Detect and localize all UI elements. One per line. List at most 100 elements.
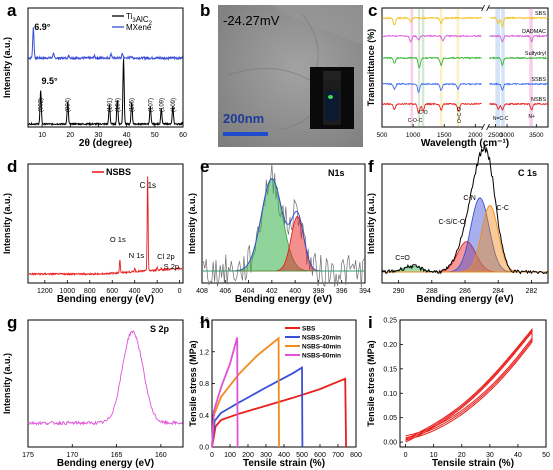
series-line-ssbs-high [489, 82, 549, 91]
y-tick-label: 0.25 [383, 318, 397, 325]
tensile-chart: 0 100 200 300 400 500 600 700 800 0.0 0.4 0.8 1.2 1.6… [188, 318, 362, 470]
x-axis-label: 2θ (degree) [79, 138, 132, 149]
x-tick-label: 300 [260, 452, 272, 459]
panel-label-b: b [200, 1, 211, 20]
x-tick-label: 0 [178, 288, 182, 295]
panel-c-ftir: c 500 1000 1500 2000 2500 3000 3500 Wavelength … [366, 0, 553, 150]
x-tick-label: 200 [151, 288, 163, 295]
legend-label-mxene: MXene [126, 23, 152, 32]
xrd-chart: 10 20 30 40 50 60 2θ (degree) Intensity (a.u.) T… [2, 7, 187, 149]
panel-label-g: g [7, 313, 18, 332]
series-line-mxene [28, 27, 183, 61]
x-tick-label: 3000 [500, 132, 515, 139]
plot-frame [381, 7, 549, 128]
panel-e-n1s: e 408 406 404 402 400 398 396 394 Bending energy… [187, 156, 371, 306]
panel-label-f: f [368, 157, 374, 176]
panel-g-s2p: g 175 170 165 160 Bending energy (eV) Intensi… [0, 312, 190, 470]
y-tick-label: 0.8 [199, 381, 209, 388]
series-line-nsbs-40min [211, 336, 280, 448]
series-line-s2p [27, 330, 183, 426]
x-axis-label: Tensile strain (%) [243, 458, 325, 469]
x-tick-label: 1200 [37, 288, 53, 295]
x-tick-label: 50 [542, 452, 550, 459]
x-tick-label: 500 [296, 452, 308, 459]
series-label-dadmac: DADMAC [522, 29, 546, 35]
series-line-nsbs-high [489, 102, 549, 111]
y-axis-label: Intensity (a.u.) [187, 193, 197, 254]
series-fill-c-c [382, 205, 548, 273]
y-tick-label: 0.15 [383, 366, 397, 373]
series-label-ssbs: SSBS [531, 77, 546, 83]
x-tick-label: 600 [314, 452, 326, 459]
axis-break-gap-top [482, 6, 489, 10]
xps-survey-chart: 1200 1000 800 600 400 200 0 Bending energy (eV)… [2, 163, 184, 305]
plot-frame [27, 7, 184, 128]
peak-index-label: (002) [39, 98, 45, 112]
scale-bar [223, 132, 268, 136]
x-tick-label: 800 [84, 288, 96, 295]
series-line-nsbs-20min [211, 365, 304, 448]
y-tick-label: 1.2 [199, 349, 209, 356]
x-tick-label: 398 [313, 288, 325, 295]
annotation-co: C=O [395, 255, 410, 262]
chart-title-s2p: S 2p [150, 324, 170, 334]
peak-index-label: (105) [130, 98, 136, 112]
panel-label-i: i [368, 313, 373, 332]
y-axis-label: Transmittance (%) [366, 29, 376, 107]
series-line-sulfydryl-low [381, 56, 482, 69]
x-tick-label: 50 [151, 132, 159, 139]
x-tick-label: 394 [359, 288, 371, 295]
annotation-co: C-O [418, 110, 427, 116]
series-line-sbs-low [381, 16, 482, 26]
panel-i-cycle: i 0 10 20 30 40 50 0.00 0.05 0.10 0.15 0.20 0.25 Ten… [366, 312, 553, 470]
legend-label-nsbs-60min: NSBS-60min [302, 353, 341, 360]
x-tick-label: 402 [266, 288, 278, 295]
panel-label-a: a [7, 1, 17, 20]
x-axis-label: Bending energy (eV) [57, 294, 154, 305]
annotation-nplus: N+ [528, 114, 535, 120]
y-axis-label: Tensile stress (MPa) [366, 340, 376, 426]
x-tick-label: 286 [459, 288, 471, 295]
series-line-cycle [405, 329, 533, 442]
series-line-nsbs [28, 176, 183, 277]
series-line-nsbs-60min [211, 337, 239, 448]
x-tick-label: 400 [289, 288, 301, 295]
series-line-sbs-high [489, 16, 549, 28]
y-tick-label: 0.00 [383, 440, 397, 447]
series-label-nsbs: NSBS [531, 97, 546, 103]
legend-label-nsbs-20min: NSBS-20min [302, 335, 341, 342]
y-tick-label: 0.4 [199, 413, 209, 420]
x-tick-label: 404 [243, 288, 255, 295]
x-tick-label: 0 [404, 452, 408, 459]
y-axis-label: Intensity (a.u.) [2, 37, 12, 98]
series-line-cycle [405, 327, 533, 440]
axis-break-mark [486, 123, 490, 131]
x-tick-label: 40 [123, 132, 131, 139]
x-tick-label: 406 [219, 288, 231, 295]
x-tick-label: 282 [526, 288, 538, 295]
vial-photo [310, 67, 354, 129]
panel-f-c1s: f 290 288 286 284 282 Bending energy (eV) Inte… [366, 143, 553, 306]
x-axis-label: Bending energy (eV) [57, 458, 154, 469]
x-tick-label: 800 [350, 452, 362, 459]
annotation-cc: C-C [497, 205, 509, 212]
legend-label-nsbs: NSBS [106, 167, 131, 177]
series-line-sulfydryl-high [489, 56, 549, 67]
panel-a-xrd: a 10 20 30 40 50 60 2θ (degree) Intensity (a.u.… [0, 0, 190, 150]
series-fill-component-402 [202, 178, 365, 272]
panel-h-tensile: h 0 100 200 300 400 500 600 700 800 0.0 0.4 0.8 1.2 1… [188, 312, 370, 470]
panel-label-c: c [368, 1, 378, 20]
x-tick-label: 0 [210, 452, 214, 459]
y-tick-label: 0.10 [383, 391, 397, 398]
x-tick-label: 40 [514, 452, 522, 459]
x-tick-label: 400 [129, 288, 141, 295]
series-line-dadmac-high [489, 34, 549, 43]
x-tick-label: 600 [106, 288, 118, 295]
panel-label-d: d [7, 157, 18, 176]
x-tick-label: 170 [66, 452, 78, 459]
series-line-raw [381, 143, 548, 275]
annotation-ncc: N=C-C [493, 116, 509, 122]
x-axis-label: Bending energy (eV) [235, 294, 332, 305]
series-line-ti3alc2 [28, 58, 183, 127]
